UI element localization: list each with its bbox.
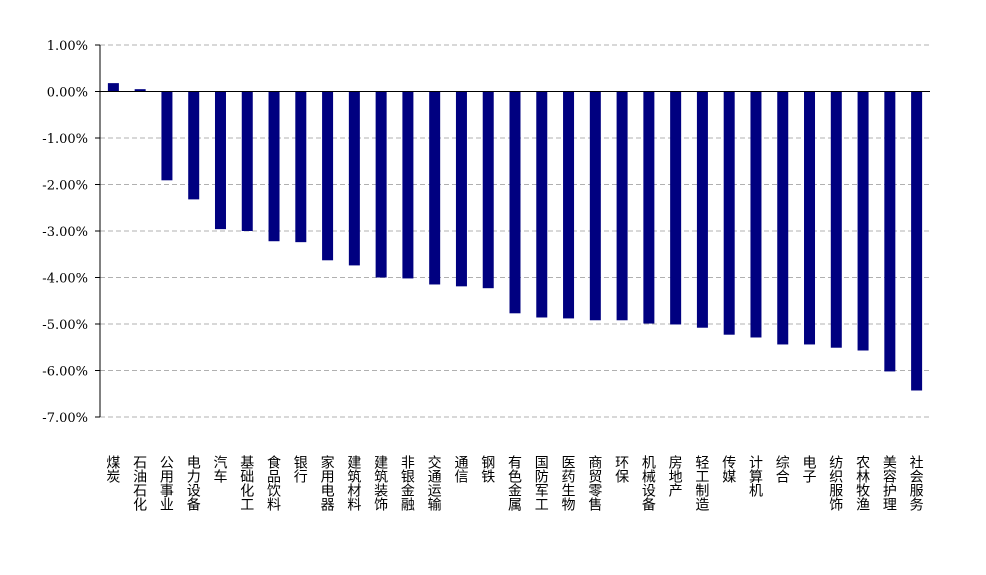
bar bbox=[830, 91, 842, 348]
bar bbox=[455, 91, 467, 287]
bar bbox=[750, 91, 762, 338]
x-tick-label: 家用电器 bbox=[319, 454, 335, 511]
x-tick-label: 美容护理 bbox=[881, 455, 897, 511]
x-tick-label: 商贸零售 bbox=[586, 455, 602, 511]
x-tick-label: 计算机 bbox=[747, 455, 763, 498]
x-tick-label: 石油石化 bbox=[131, 455, 147, 512]
bar bbox=[804, 91, 816, 345]
x-tick-label: 环保 bbox=[613, 455, 629, 483]
x-tick-label: 交通运输 bbox=[426, 454, 442, 511]
x-tick-label: 农林牧渔 bbox=[854, 455, 870, 511]
bar bbox=[857, 91, 869, 351]
bar bbox=[429, 91, 441, 285]
x-tick-label: 房地产 bbox=[667, 455, 683, 498]
bar bbox=[589, 91, 601, 321]
x-tick-label: 轻工制造 bbox=[693, 455, 709, 512]
x-tick-label: 医药生物 bbox=[560, 455, 576, 512]
bar bbox=[777, 91, 789, 345]
x-tick-label: 银行 bbox=[292, 455, 308, 484]
x-tick-label: 基础化工 bbox=[238, 454, 254, 511]
y-tick-label: -7.00% bbox=[42, 411, 88, 426]
x-tick-label: 电子 bbox=[801, 455, 817, 483]
y-tick-label: -5.00% bbox=[42, 318, 88, 333]
y-tick-label: 1.00% bbox=[47, 39, 88, 54]
bar bbox=[723, 91, 735, 335]
bar bbox=[536, 91, 548, 318]
x-tick-label: 钢铁 bbox=[479, 455, 495, 483]
x-tick-label: 汽车 bbox=[211, 455, 227, 483]
y-tick-label: -4.00% bbox=[42, 272, 88, 287]
bar bbox=[268, 91, 280, 242]
bar bbox=[696, 91, 708, 328]
bar bbox=[322, 91, 334, 261]
x-tick-label: 传媒 bbox=[720, 455, 736, 483]
bar bbox=[911, 91, 923, 391]
x-tick-label: 电力设备 bbox=[185, 455, 201, 511]
x-tick-label: 机械设备 bbox=[640, 455, 656, 511]
x-tick-label: 食品饮料 bbox=[265, 454, 281, 511]
bar bbox=[134, 89, 146, 92]
bar bbox=[188, 91, 200, 200]
y-tick-label: -2.00% bbox=[42, 179, 88, 194]
bar bbox=[241, 91, 253, 231]
x-tick-label: 综合 bbox=[774, 455, 790, 483]
x-tick-label: 煤炭 bbox=[104, 455, 120, 483]
bar bbox=[643, 91, 655, 324]
x-tick-label: 非银金融 bbox=[399, 455, 415, 511]
bar bbox=[375, 91, 387, 278]
x-tick-label: 公用事业 bbox=[158, 455, 174, 511]
bar bbox=[348, 91, 360, 266]
x-tick-label: 通信 bbox=[452, 455, 468, 483]
bar bbox=[670, 91, 682, 325]
x-tick-label: 社会服务 bbox=[908, 455, 924, 511]
y-tick-label: 0.00% bbox=[47, 86, 88, 101]
bar bbox=[616, 91, 628, 321]
x-tick-label: 建筑材料 bbox=[345, 455, 361, 511]
x-tick-label: 纺织服饰 bbox=[827, 455, 843, 511]
bar bbox=[482, 91, 494, 289]
bar bbox=[884, 91, 896, 372]
bar bbox=[402, 91, 414, 279]
bar bbox=[295, 91, 307, 243]
bar bbox=[107, 83, 119, 92]
y-tick-label: -6.00% bbox=[42, 365, 88, 380]
y-tick-label: -3.00% bbox=[42, 225, 88, 240]
bar bbox=[509, 91, 521, 314]
bar bbox=[161, 91, 173, 181]
x-tick-label: 建筑装饰 bbox=[372, 455, 388, 511]
bar bbox=[563, 91, 575, 319]
x-tick-label: 国防军工 bbox=[533, 455, 549, 511]
y-tick-label: -1.00% bbox=[42, 132, 88, 147]
bar bbox=[214, 91, 226, 230]
x-tick-label: 有色金属 bbox=[506, 455, 522, 511]
